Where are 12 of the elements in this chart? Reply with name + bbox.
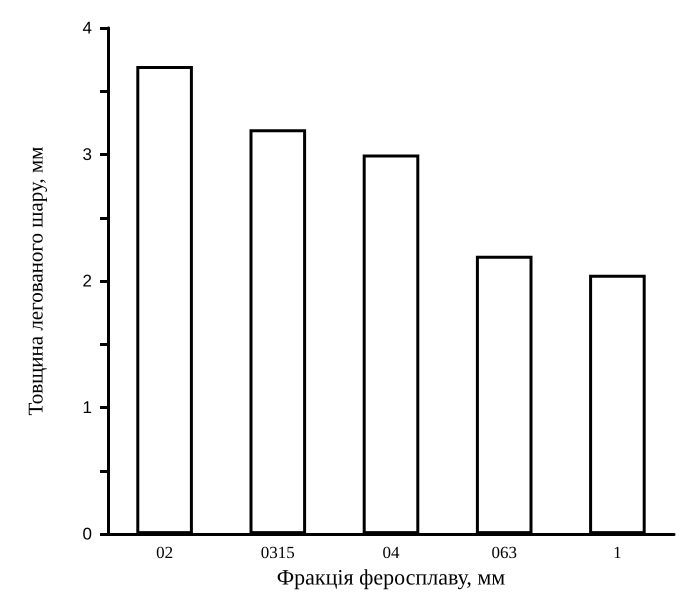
x-tick-label: 02	[156, 543, 174, 562]
x-tick-label: 1	[613, 543, 622, 562]
x-tick-label: 063	[491, 543, 517, 562]
x-tick-label: 0315	[260, 543, 295, 562]
x-tick-label: 04	[382, 543, 400, 562]
x-axis-title: Фракція феросплаву, мм	[276, 564, 506, 590]
y-tick-label: 1	[82, 398, 92, 418]
y-axis-title: Товщина легованого шару, мм	[24, 146, 48, 416]
y-tick-label: 0	[82, 524, 92, 544]
y-tick-label: 3	[82, 145, 92, 164]
y-tick-label: 2	[82, 272, 92, 291]
y-tick-label: 4	[82, 18, 92, 38]
